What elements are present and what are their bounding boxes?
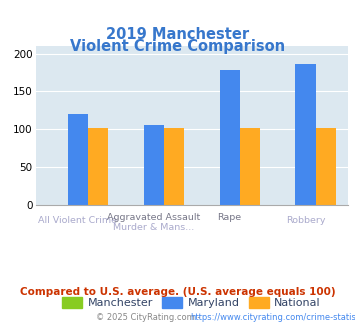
- Text: All Violent Crime: All Violent Crime: [38, 216, 118, 225]
- Text: Robbery: Robbery: [286, 216, 325, 225]
- Bar: [219, 70, 240, 205]
- Text: Rape: Rape: [218, 213, 242, 222]
- Bar: [240, 128, 260, 205]
- Text: Murder & Mans...: Murder & Mans...: [113, 223, 195, 232]
- Text: Violent Crime Comparison: Violent Crime Comparison: [70, 39, 285, 54]
- Bar: [164, 128, 184, 205]
- Text: 2019 Manchester: 2019 Manchester: [106, 27, 249, 42]
- Bar: [316, 128, 336, 205]
- Bar: [88, 128, 108, 205]
- Text: © 2025 CityRating.com -: © 2025 CityRating.com -: [96, 313, 203, 322]
- Bar: [295, 64, 316, 205]
- Bar: [68, 114, 88, 205]
- Bar: [144, 125, 164, 205]
- Legend: Manchester, Maryland, National: Manchester, Maryland, National: [58, 292, 326, 313]
- Text: Compared to U.S. average. (U.S. average equals 100): Compared to U.S. average. (U.S. average …: [20, 287, 335, 297]
- Text: https://www.cityrating.com/crime-statistics/: https://www.cityrating.com/crime-statist…: [190, 313, 355, 322]
- Text: Aggravated Assault: Aggravated Assault: [107, 213, 201, 222]
